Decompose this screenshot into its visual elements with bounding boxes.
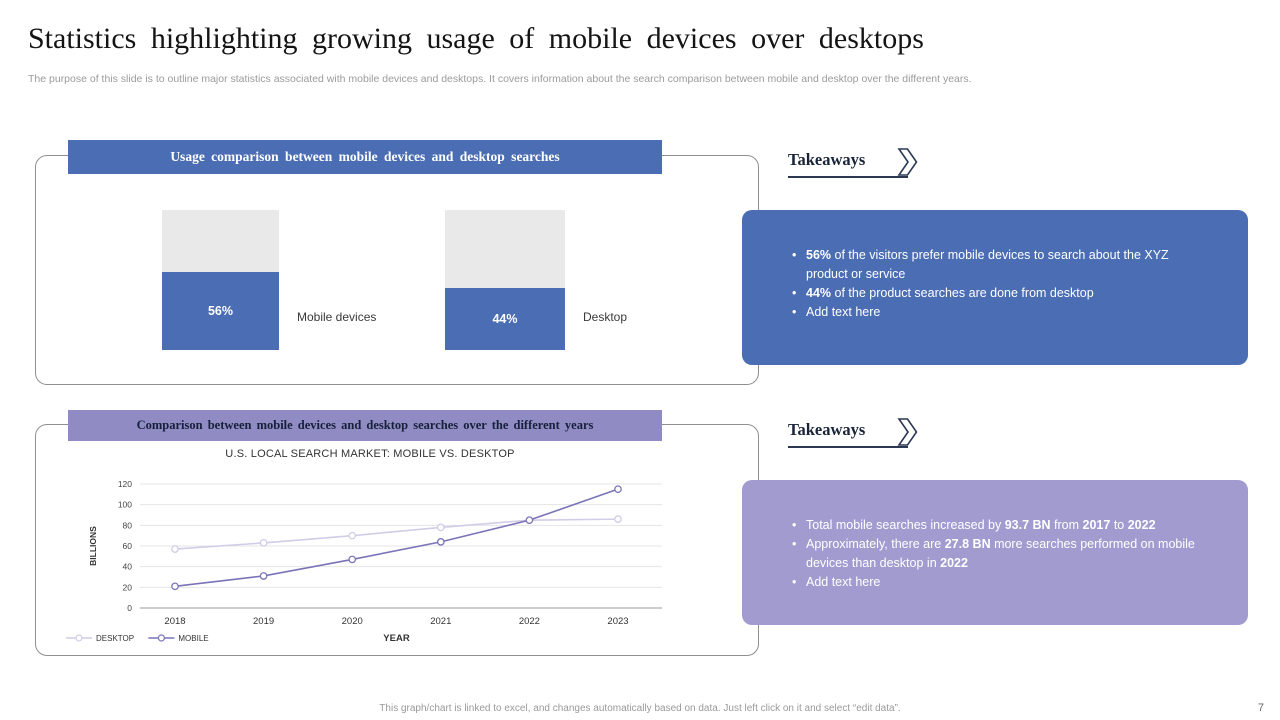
takeaways-heading-top: Takeaways (788, 150, 908, 178)
svg-text:40: 40 (123, 562, 133, 572)
bar-fill: 56% (162, 271, 279, 350)
takeaways-box-top: 56% of the visitors prefer mobile device… (742, 210, 1248, 365)
page-number: 7 (1257, 702, 1264, 714)
svg-text:60: 60 (123, 541, 133, 551)
svg-text:20: 20 (123, 582, 133, 592)
svg-text:2018: 2018 (164, 616, 185, 627)
bar-value: 56% (207, 303, 234, 318)
takeaway-bullet: Total mobile searches increased by 93.7 … (792, 516, 1206, 535)
trend-line-chart[interactable]: 0 20 40 60 80 100 120 2018 2019 2020 2021 2022 2023 B… (60, 466, 685, 656)
svg-text:MOBILE: MOBILE (178, 634, 208, 643)
takeaways-heading-bottom: Takeaways (788, 420, 908, 448)
usage-panel (35, 155, 759, 385)
chevron-arrow-icon (897, 148, 918, 176)
svg-text:80: 80 (123, 520, 133, 530)
bar-caption-mobile: Mobile devices (297, 310, 377, 324)
trend-section-header: Comparison between mobile devices and de… (68, 410, 662, 441)
footer-note: This graph/chart is linked to excel, and… (379, 703, 901, 714)
svg-text:0: 0 (127, 603, 132, 613)
bar-group-desktop[interactable]: 44% (445, 210, 565, 350)
svg-text:2019: 2019 (253, 616, 274, 627)
bar-fill: 44% (445, 288, 565, 350)
svg-text:120: 120 (118, 479, 132, 489)
takeaway-bullet: Add text here (792, 303, 1206, 322)
trend-chart-svg: 0 20 40 60 80 100 120 2018 2019 2020 2021 2022 2023 B… (66, 479, 662, 644)
bar-track: 56% (162, 210, 279, 350)
takeaway-bullet: Approximately, there are 27.8 BN more se… (792, 535, 1206, 573)
takeaways-list-top: 56% of the visitors prefer mobile device… (742, 210, 1248, 322)
bar-group-mobile[interactable]: 56% (162, 210, 279, 350)
svg-text:2020: 2020 (342, 616, 363, 627)
page-title: Statistics highlighting growing usage of… (28, 22, 924, 55)
chevron-arrow-icon (897, 418, 918, 446)
takeaways-box-bottom: Total mobile searches increased by 93.7 … (742, 480, 1248, 625)
chart-title: U.S. LOCAL SEARCH MARKET: MOBILE VS. DES… (225, 448, 515, 460)
bar-value: 44% (492, 312, 518, 327)
usage-section-header: Usage comparison between mobile devices … (68, 140, 662, 174)
takeaways-list-bottom: Total mobile searches increased by 93.7 … (742, 480, 1248, 592)
takeaway-bullet: 44% of the product searches are done fro… (792, 284, 1206, 303)
svg-text:2023: 2023 (607, 616, 628, 627)
svg-text:YEAR: YEAR (383, 633, 410, 644)
svg-text:2021: 2021 (430, 616, 451, 627)
page-subtitle: The purpose of this slide is to outline … (28, 73, 972, 85)
trend-panel (35, 424, 759, 656)
svg-text:100: 100 (118, 500, 132, 510)
svg-text:2022: 2022 (519, 616, 540, 627)
takeaway-bullet: 56% of the visitors prefer mobile device… (792, 246, 1206, 284)
bar-caption-desktop: Desktop (583, 310, 628, 324)
svg-text:BILLIONS: BILLIONS (88, 526, 98, 566)
svg-text:DESKTOP: DESKTOP (96, 634, 134, 643)
takeaway-bullet: Add text here (792, 573, 1206, 592)
bar-track: 44% (445, 210, 565, 350)
